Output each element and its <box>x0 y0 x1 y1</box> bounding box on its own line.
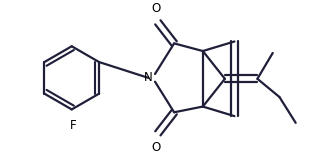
Text: O: O <box>151 2 161 15</box>
Text: O: O <box>151 141 161 154</box>
Text: F: F <box>69 119 76 132</box>
Text: N: N <box>144 71 153 84</box>
